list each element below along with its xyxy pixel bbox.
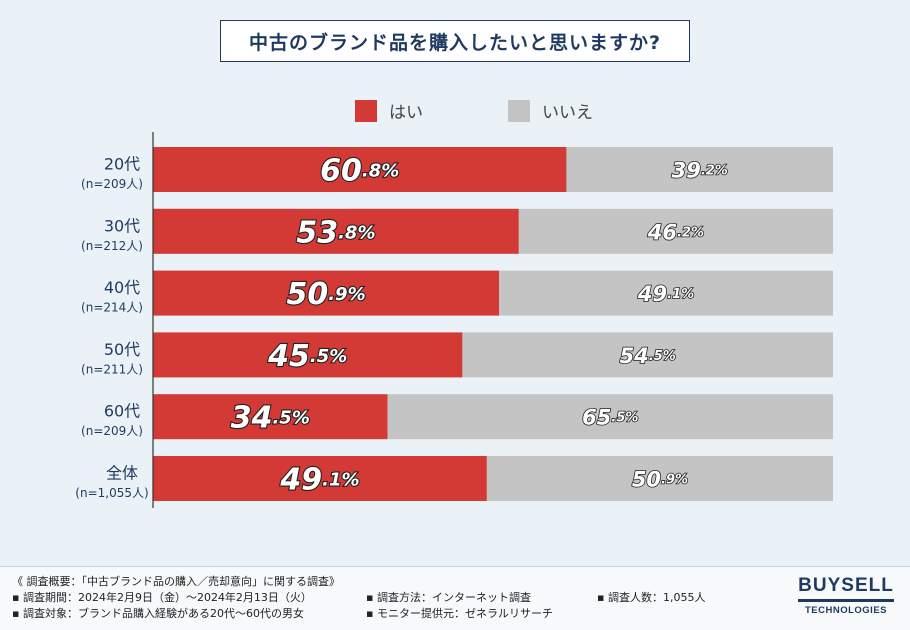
category-label: 30代 xyxy=(104,216,140,235)
bar-no xyxy=(462,332,833,378)
data-label-no: 65.5% xyxy=(582,406,638,430)
sample-size-label: (n=212人) xyxy=(81,239,143,253)
sample-size-label: (n=209人) xyxy=(81,424,143,438)
bar-row: 45.5% 54.5% 50代 (n=211人) xyxy=(81,332,833,378)
stacked-bar-chart: 60.8% 39.2% 20代 (n=209人) 53.8% 46.2% 30代 (n=212… xyxy=(75,132,833,508)
legend: はい いいえ xyxy=(0,98,910,123)
bar-no xyxy=(518,208,833,254)
survey-count: ▪ 調査人数：1,055人 xyxy=(597,591,706,604)
data-label-yes: 53.8% xyxy=(296,215,375,250)
bar-yes xyxy=(153,270,500,316)
legend-item-yes: はい xyxy=(355,98,423,123)
bar-yes xyxy=(153,456,487,501)
bar-yes xyxy=(153,147,567,192)
survey-overview: 《 調査概要：「中古ブランド品の購入／売却意向」に関する調査》 xyxy=(12,575,340,588)
legend-label-no: いいえ xyxy=(542,103,593,123)
bar-no xyxy=(499,270,833,316)
category-label: 60代 xyxy=(104,402,140,421)
data-label-yes: 60.8% xyxy=(320,153,399,188)
data-label-yes: 50.9% xyxy=(286,277,365,312)
sample-size-label: (n=214人) xyxy=(81,301,143,315)
bar-row: 49.1% 50.9% 全体 (n=1,055人) xyxy=(75,456,833,501)
legend-label-yes: はい xyxy=(389,103,423,123)
bar-no xyxy=(486,456,833,501)
data-label-yes: 49.1% xyxy=(279,462,359,497)
bar-no xyxy=(387,394,833,440)
data-label-no: 50.9% xyxy=(632,468,688,492)
survey-footer: 《 調査概要：「中古ブランド品の購入／売却意向」に関する調査》 ▪ 調査期間：2… xyxy=(0,566,910,630)
data-label-yes: 34.5% xyxy=(231,400,310,435)
category-label: 20代 xyxy=(104,155,140,174)
bar-yes xyxy=(153,332,463,378)
bar-row: 53.8% 46.2% 30代 (n=212人) xyxy=(81,208,833,254)
bar-row: 34.5% 65.5% 60代 (n=209人) xyxy=(81,394,833,440)
logo-bar xyxy=(798,599,894,602)
category-label: 50代 xyxy=(104,340,140,359)
chart-title: 中古のブランド品を購入したいと思いますか? xyxy=(220,20,690,62)
logo-main-text: BUYSELL xyxy=(798,575,894,596)
legend-swatch-no xyxy=(508,99,530,122)
category-label: 40代 xyxy=(104,278,140,297)
sample-size-label: (n=209人) xyxy=(81,177,143,191)
sample-size-label: (n=211人) xyxy=(81,362,143,376)
survey-target: ▪ 調査対象：ブランド品購入経験がある20代〜60代の男女 xyxy=(12,607,304,620)
survey-method: ▪ 調査方法：インターネット調査 xyxy=(366,591,531,604)
bar-no xyxy=(566,147,833,192)
survey-period: ▪ 調査期間：2024年2月9日（金）〜2024年2月13日（火） xyxy=(12,591,312,604)
data-label-no: 46.2% xyxy=(647,220,704,244)
data-label-yes: 45.5% xyxy=(267,338,347,373)
bar-yes xyxy=(153,394,388,440)
data-label-no: 39.2% xyxy=(672,159,728,183)
survey-provider: ▪ モニター提供元：ゼネラルリサーチ xyxy=(366,607,553,620)
sample-size-label: (n=1,055人) xyxy=(75,486,148,500)
bar-row: 60.8% 39.2% 20代 (n=209人) xyxy=(81,147,833,192)
data-label-no: 54.5% xyxy=(620,344,676,368)
bar-row: 50.9% 49.1% 40代 (n=214人) xyxy=(81,270,833,316)
buysell-logo: BUYSELL TECHNOLOGIES xyxy=(798,575,894,616)
logo-sub-text: TECHNOLOGIES xyxy=(804,605,887,616)
data-label-no: 49.1% xyxy=(637,282,694,306)
legend-item-no: いいえ xyxy=(508,98,593,123)
bar-yes xyxy=(153,208,519,254)
legend-swatch-yes xyxy=(355,99,377,122)
category-label: 全体 xyxy=(106,464,138,483)
